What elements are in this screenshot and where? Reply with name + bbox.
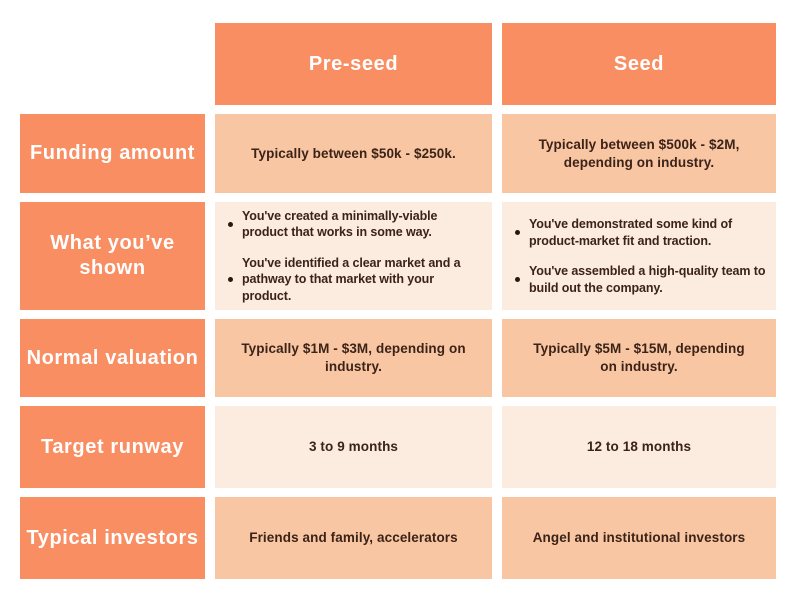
bullet-item: You've assembled a high-quality team to …: [515, 263, 772, 296]
cell-seed-target-runway: 12 to 18 months: [502, 406, 776, 488]
cell-preseed-normal-valuation: Typically $1M - $3M, depending on indust…: [215, 319, 492, 397]
bullet-dot-icon: [228, 277, 233, 282]
bullet-text: You've identified a clear market and a p…: [242, 255, 461, 303]
bullet-text: You've assembled a high-quality team to …: [529, 264, 766, 295]
row-label-typical-investors: Typical investors: [20, 497, 205, 579]
bullet-item: You've created a minimally-viable produc…: [228, 208, 488, 241]
bullet-item: You've identified a clear market and a p…: [228, 255, 488, 305]
cell-preseed-funding-amount: Typically between $50k - $250k.: [215, 114, 492, 193]
cell-seed-what-youve-shown: You've demonstrated some kind of product…: [502, 202, 776, 310]
column-header-pre-seed: Pre-seed: [215, 23, 492, 105]
cell-seed-funding-amount: Typically between $500k - $2M, depending…: [502, 114, 776, 193]
bullet-text: You've created a minimally-viable produc…: [242, 208, 438, 240]
cell-preseed-typical-investors: Friends and family, accelerators: [215, 497, 492, 579]
cell-seed-normal-valuation: Typically $5M - $15M, depending on indus…: [502, 319, 776, 397]
bullet-dot-icon: [228, 221, 233, 227]
bullet-item: You've demonstrated some kind of product…: [515, 216, 772, 249]
cell-preseed-what-youve-shown: You've created a minimally-viable produc…: [215, 202, 492, 310]
bullet-dot-icon: [515, 277, 520, 282]
row-label-what-youve-shown: What you’ve shown: [20, 202, 205, 310]
cell-preseed-target-runway: 3 to 9 months: [215, 406, 492, 488]
bullet-text: You've demonstrated some kind of product…: [529, 217, 733, 248]
table-corner-spacer: [20, 23, 205, 105]
row-label-normal-valuation: Normal valuation: [20, 319, 205, 397]
bullet-dot-icon: [515, 230, 520, 235]
row-label-target-runway: Target runway: [20, 406, 205, 488]
comparison-table: Pre-seed Seed Funding amount Typically b…: [20, 23, 776, 579]
cell-seed-typical-investors: Angel and institutional investors: [502, 497, 776, 579]
column-header-seed: Seed: [502, 23, 776, 105]
row-label-funding-amount: Funding amount: [20, 114, 205, 193]
